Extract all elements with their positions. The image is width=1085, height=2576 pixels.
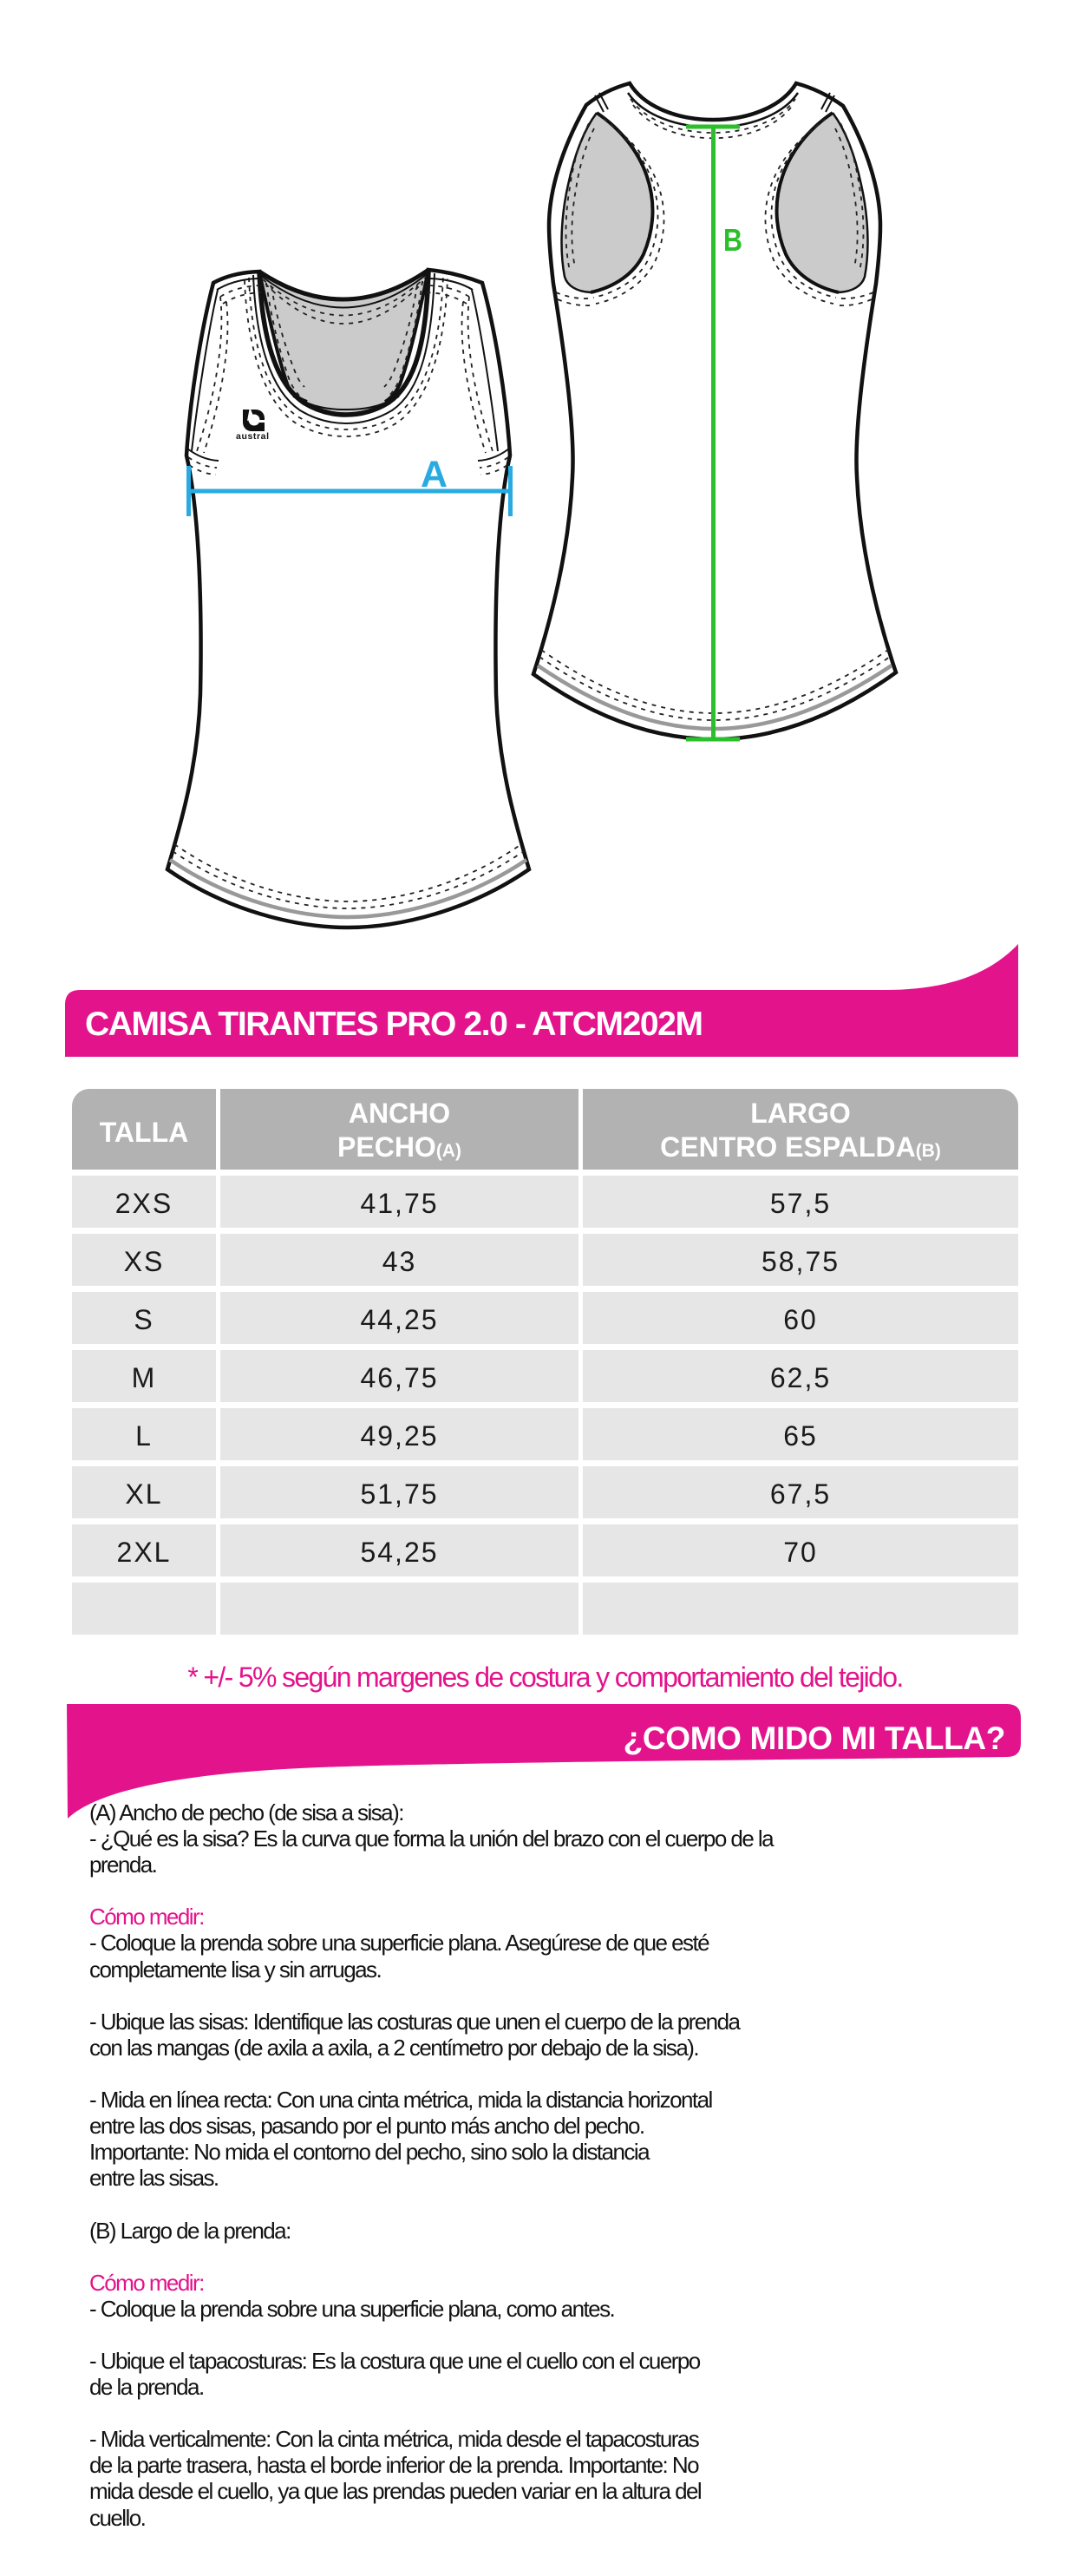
- svg-text:A: A: [421, 454, 448, 495]
- svg-text:austral: austral: [236, 431, 270, 442]
- svg-text:B: B: [723, 222, 742, 258]
